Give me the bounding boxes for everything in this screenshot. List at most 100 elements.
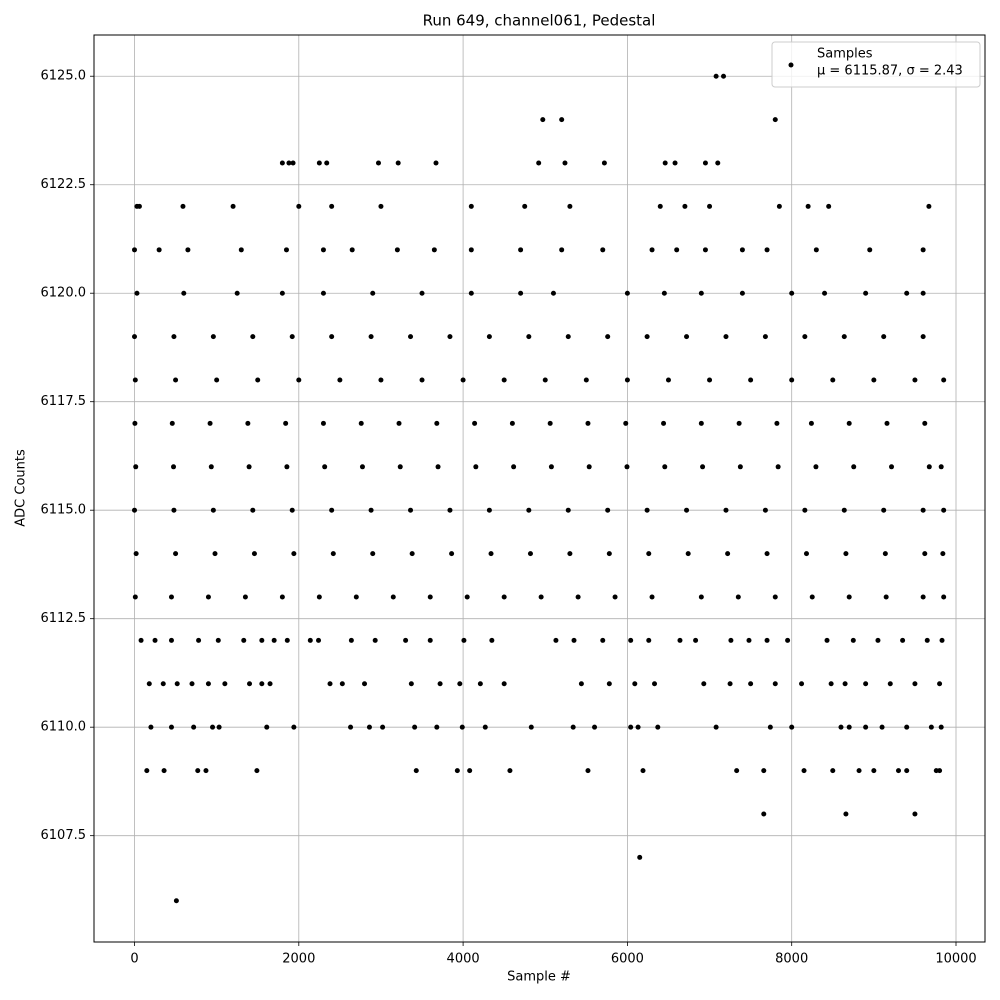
point (912, 377, 918, 383)
point (185, 247, 191, 253)
point (764, 247, 770, 253)
y-tick-label: 6115.0 (41, 503, 87, 518)
point (562, 160, 568, 166)
point (536, 160, 542, 166)
point (882, 551, 888, 557)
point (173, 551, 179, 557)
point (871, 768, 877, 774)
point (682, 203, 688, 209)
x-tick-label: 6000 (611, 952, 644, 967)
point (370, 290, 376, 296)
point (677, 637, 683, 643)
point (846, 724, 852, 730)
point (538, 594, 544, 600)
point (912, 681, 918, 687)
point (846, 420, 852, 426)
x-tick-label: 0 (130, 952, 138, 967)
point (575, 594, 581, 600)
point (879, 724, 885, 730)
point (435, 464, 441, 470)
point (380, 724, 386, 730)
point (841, 507, 847, 513)
point (635, 724, 641, 730)
point (136, 203, 142, 209)
point (843, 811, 849, 817)
point (789, 724, 795, 730)
point (842, 681, 848, 687)
point (403, 637, 409, 643)
point (628, 724, 634, 730)
point (785, 637, 791, 643)
point (148, 724, 154, 730)
point (640, 768, 646, 774)
point (247, 681, 253, 687)
point (644, 507, 650, 513)
point (348, 724, 354, 730)
point (413, 768, 419, 774)
point (473, 464, 479, 470)
point (926, 203, 932, 209)
point (173, 377, 179, 383)
y-tick-label: 6112.5 (41, 611, 87, 626)
point (161, 768, 167, 774)
point (132, 420, 138, 426)
point (468, 247, 474, 253)
point (132, 334, 137, 340)
point (205, 594, 211, 600)
point (437, 681, 443, 687)
point (203, 768, 209, 774)
point (152, 637, 158, 643)
point (567, 551, 573, 557)
point (863, 290, 869, 296)
point (926, 464, 932, 470)
point (772, 681, 778, 687)
x-tick-label: 2000 (282, 952, 315, 967)
point (316, 594, 322, 600)
points (132, 73, 947, 904)
point (246, 464, 252, 470)
point (684, 507, 690, 513)
point (585, 420, 591, 426)
point (339, 681, 345, 687)
point (412, 724, 418, 730)
point (324, 160, 330, 166)
y-tick-label: 6122.5 (41, 177, 87, 192)
point (920, 290, 926, 296)
point (928, 724, 934, 730)
point (468, 290, 474, 296)
point (173, 898, 179, 904)
point (863, 724, 869, 730)
point (727, 681, 733, 687)
point (526, 507, 532, 513)
point (884, 420, 890, 426)
point (813, 464, 819, 470)
point (693, 637, 699, 643)
point (624, 464, 630, 470)
point (395, 160, 401, 166)
point (242, 594, 248, 600)
point (632, 681, 638, 687)
point (358, 420, 364, 426)
point (761, 811, 767, 817)
point (160, 681, 166, 687)
point (799, 681, 805, 687)
point (830, 377, 836, 383)
point (761, 768, 767, 774)
point (774, 420, 780, 426)
point (605, 507, 611, 513)
point (234, 290, 240, 296)
point (841, 334, 847, 340)
point (649, 594, 655, 600)
point (191, 724, 197, 730)
point (702, 247, 708, 253)
point (511, 464, 517, 470)
point (662, 160, 668, 166)
point (408, 681, 414, 687)
point (460, 377, 466, 383)
point (772, 594, 778, 600)
point (144, 768, 150, 774)
point (702, 160, 708, 166)
point (655, 724, 661, 730)
point (838, 724, 844, 730)
y-tick-label: 6107.5 (41, 828, 87, 843)
